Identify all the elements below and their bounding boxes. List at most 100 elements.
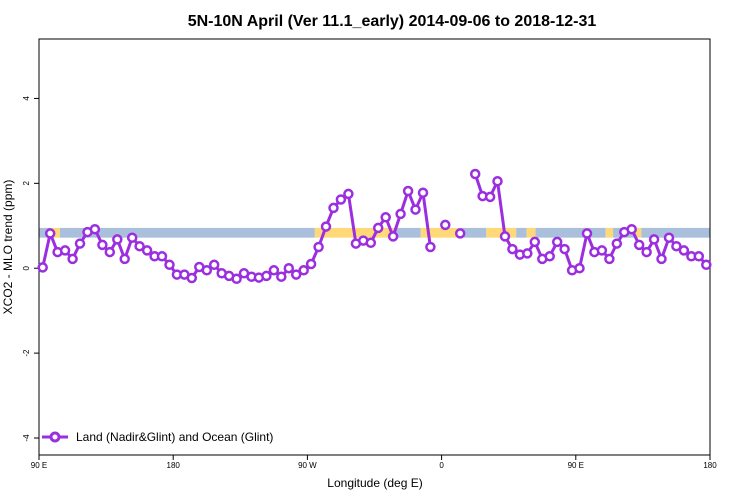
- data-point: [365, 237, 377, 249]
- data-point: [343, 188, 354, 200]
- data-point: [59, 245, 71, 256]
- y-tick-label: 0: [22, 265, 31, 270]
- legend-marker-swatch: [49, 431, 61, 443]
- y-tick-label: -2: [22, 349, 31, 357]
- y-axis-label: XCO2 - MLO trend (ppm): [1, 180, 15, 315]
- x-axis: 90 E 180 90 W 0 90 E 180: [31, 455, 717, 470]
- data-point: [112, 234, 123, 245]
- x-axis-label: Longitude (deg E): [327, 476, 422, 490]
- x-tick-label: 90 W: [298, 461, 317, 470]
- band-segment-ocean: [535, 227, 606, 238]
- data-point: [663, 232, 675, 243]
- data-point: [454, 228, 466, 239]
- band-segment-ocean: [641, 227, 710, 238]
- data-point: [134, 240, 145, 252]
- data-point: [559, 243, 570, 255]
- band-segment-ocean: [39, 227, 51, 238]
- data-point: [641, 246, 652, 258]
- data-point: [67, 253, 78, 265]
- data-point: [335, 194, 347, 205]
- data-point: [626, 223, 637, 235]
- data-point: [261, 270, 272, 282]
- data-point: [313, 241, 324, 253]
- band-segment-ocean: [516, 227, 527, 238]
- data-point: [574, 262, 585, 274]
- data-point: [208, 259, 220, 271]
- data-point: [141, 245, 153, 256]
- data-point: [484, 191, 496, 203]
- data-point: [440, 219, 451, 231]
- x-tick-label: 180: [167, 461, 181, 470]
- data-point: [201, 265, 213, 276]
- data-point: [372, 222, 384, 234]
- data-point: [469, 168, 481, 180]
- data-point: [529, 236, 541, 248]
- data-point: [119, 253, 130, 265]
- y-axis: -4 -2 0 2 4: [22, 96, 39, 442]
- data-point: [544, 251, 555, 262]
- data-point: [633, 239, 645, 251]
- data-point: [611, 238, 623, 249]
- data-point: [499, 231, 511, 242]
- data-point: [268, 265, 280, 276]
- data-point: [581, 228, 593, 239]
- y-tick-label: 2: [22, 181, 31, 186]
- band-segment-land: [420, 227, 460, 238]
- data-point: [596, 245, 608, 256]
- x-tick-label: 0: [439, 461, 444, 470]
- legend-label: Land (Nadir&Glint) and Ocean (Glint): [76, 430, 273, 444]
- data-point: [298, 265, 309, 276]
- data-point: [522, 248, 533, 259]
- band-segment-land: [526, 227, 536, 238]
- band-segment-land: [633, 227, 642, 238]
- data-point: [231, 273, 242, 285]
- data-point: [693, 251, 705, 262]
- x-tick-label: 90 E: [568, 461, 584, 470]
- data-point: [276, 271, 287, 282]
- data-point: [656, 253, 667, 265]
- data-point: [507, 243, 518, 255]
- data-point: [551, 236, 563, 248]
- data-point: [410, 204, 421, 215]
- data-point: [320, 221, 332, 232]
- data-point: [97, 239, 108, 251]
- band-segment-ocean: [395, 227, 421, 238]
- data-point: [417, 187, 429, 198]
- data-point: [328, 202, 339, 214]
- band-segment-ocean: [59, 227, 315, 238]
- data-point: [380, 212, 391, 223]
- data-point: [425, 241, 436, 253]
- y-tick-label: -4: [22, 434, 31, 442]
- data-point: [283, 262, 295, 274]
- data-point: [126, 232, 138, 243]
- data-point: [402, 185, 414, 197]
- data-point: [701, 259, 712, 271]
- data-point: [89, 223, 101, 235]
- data-point: [186, 272, 198, 284]
- data-point: [44, 228, 56, 239]
- data-point: [387, 231, 399, 242]
- data-point: [492, 175, 503, 187]
- data-point: [678, 245, 690, 256]
- data-point: [74, 238, 86, 249]
- x-tick-label: 180: [703, 461, 717, 470]
- data-point: [37, 262, 48, 273]
- data-point: [290, 269, 302, 280]
- data-point: [671, 240, 682, 252]
- legend: Land (Nadir&Glint) and Ocean (Glint): [42, 430, 273, 444]
- data-point: [305, 258, 317, 270]
- data-point: [104, 246, 116, 258]
- data-point: [395, 208, 406, 220]
- x-tick-label: 90 E: [31, 461, 47, 470]
- chart-title: 5N-10N April (Ver 11.1_early) 2014-09-06…: [188, 13, 597, 30]
- plot-frame: [38, 38, 711, 456]
- data-point: [156, 251, 168, 262]
- data-point: [164, 259, 175, 271]
- data-point: [604, 253, 615, 265]
- series-land-ocean: [37, 168, 712, 285]
- band-segment-ocean: [459, 227, 487, 238]
- y-tick-label: 4: [22, 96, 31, 101]
- band-segment-land: [605, 227, 614, 238]
- data-point: [648, 234, 660, 245]
